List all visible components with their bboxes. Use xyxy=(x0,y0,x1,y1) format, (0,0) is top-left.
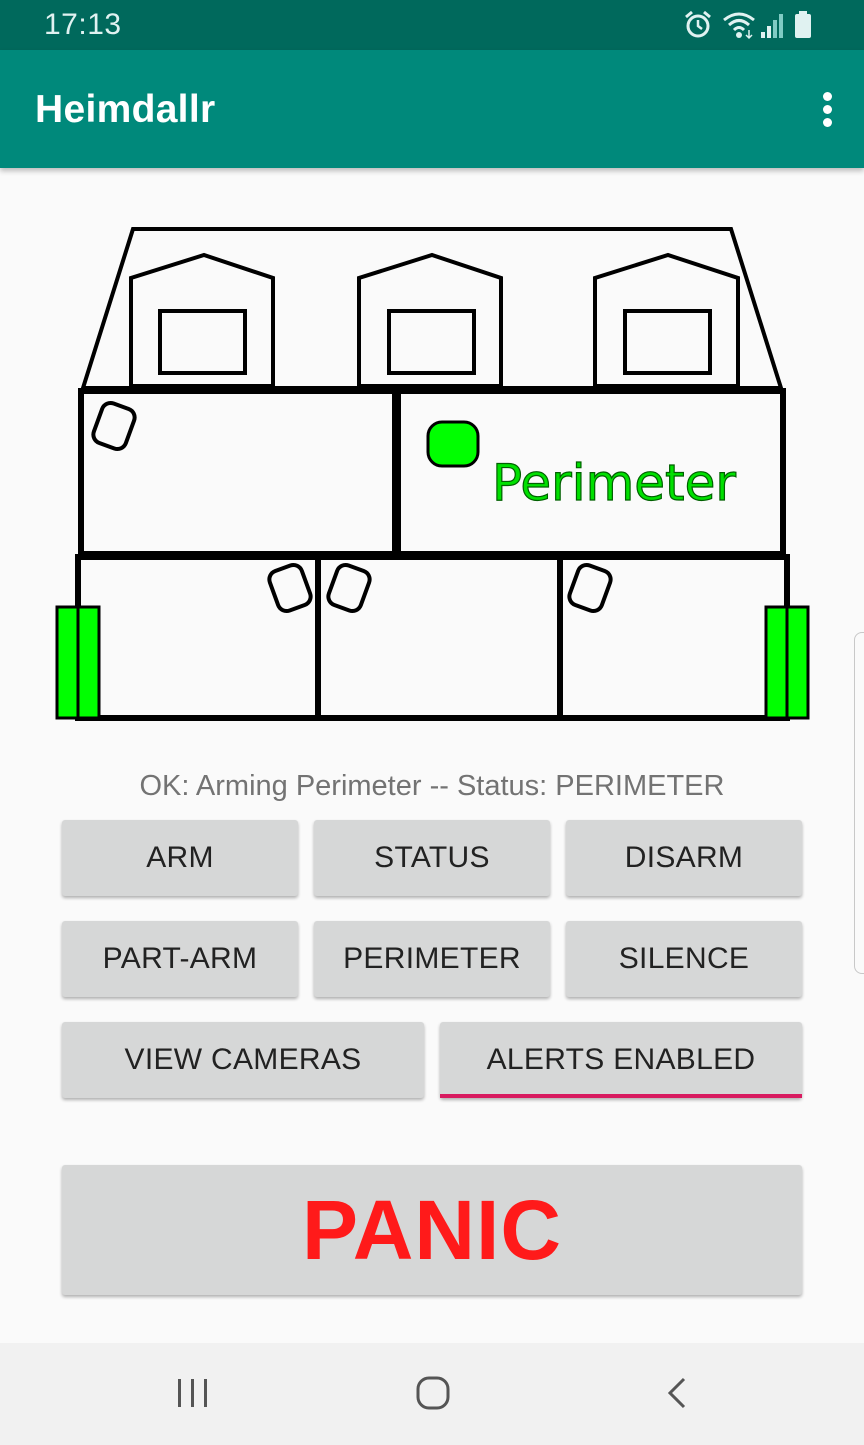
home-icon[interactable] xyxy=(414,1373,454,1413)
status-message: OK: Arming Perimeter -- Status: PERIMETE… xyxy=(139,770,725,802)
status-button[interactable]: STATUS xyxy=(314,820,550,896)
battery-icon xyxy=(795,11,811,38)
part-arm-button[interactable]: PART-ARM xyxy=(62,921,298,997)
signal-icon xyxy=(761,14,783,38)
dormer-window-right xyxy=(623,309,712,375)
motion-sensor-lower-middle xyxy=(326,562,372,614)
silence-button[interactable]: SILENCE xyxy=(566,921,802,997)
perimeter-button[interactable]: PERIMETER xyxy=(314,921,550,997)
dormer-window-middle xyxy=(387,309,476,375)
app-title: Heimdallr xyxy=(35,88,216,131)
motion-sensor-lower-right xyxy=(567,562,613,614)
status-icons xyxy=(684,10,824,40)
edge-panel-handle[interactable] xyxy=(854,632,864,974)
nav-bar xyxy=(0,1343,864,1445)
motion-sensor-upper-left xyxy=(91,400,137,452)
zone-label: Perimeter xyxy=(492,454,736,512)
status-time: 17:13 xyxy=(44,8,122,41)
status-bar: 17:13 xyxy=(0,0,864,50)
back-icon[interactable] xyxy=(660,1373,694,1413)
recent-apps-icon[interactable] xyxy=(175,1373,211,1413)
alerts-enabled-toggle[interactable]: ALERTS ENABLED xyxy=(440,1022,802,1098)
arm-button[interactable]: ARM xyxy=(62,820,298,896)
wifi-icon xyxy=(723,12,755,40)
dormer-window-left xyxy=(158,309,247,375)
more-vert-icon[interactable] xyxy=(820,90,836,130)
panic-button[interactable]: PANIC xyxy=(62,1165,802,1295)
app-bar: Heimdallr xyxy=(0,50,864,168)
disarm-button[interactable]: DISARM xyxy=(566,820,802,896)
motion-sensor-lower-left xyxy=(267,562,313,614)
house-diagram: Perimeter xyxy=(55,227,810,721)
alarm-icon xyxy=(685,10,711,38)
room-upper-right xyxy=(395,388,786,557)
zone-sensor-active xyxy=(426,420,480,468)
view-cameras-button[interactable]: VIEW CAMERAS xyxy=(62,1022,424,1098)
